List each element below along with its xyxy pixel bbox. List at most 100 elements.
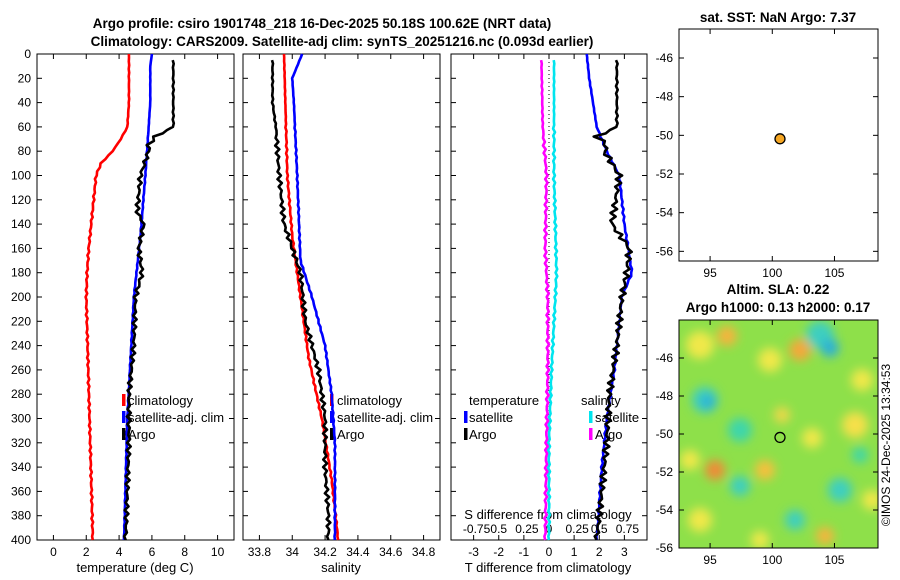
y-tick-label: 240 <box>11 339 31 353</box>
y-tick-label: 360 <box>11 484 31 498</box>
y-tick-label: -48 <box>656 90 674 104</box>
y-tick-label: -46 <box>656 51 674 65</box>
x-tick-label: 2 <box>83 545 90 559</box>
legend-mark-salinity-satellite <box>589 411 593 423</box>
x-tick-label: -1 <box>519 545 530 559</box>
x-tick-label: 34.6 <box>379 545 403 559</box>
y-tick-label: 280 <box>11 387 31 401</box>
y-tick-label: -54 <box>656 206 674 220</box>
x-tick-label: 105 <box>824 553 844 567</box>
x-tick-label: 34.4 <box>346 545 370 559</box>
y-tick-label: -50 <box>656 427 674 441</box>
y-tick-label: 320 <box>11 436 31 450</box>
sla-map: Altim. SLA: 0.22 Argo h1000: 0.13 h2000:… <box>656 282 879 567</box>
y-tick-label: 200 <box>11 290 31 304</box>
title-line1: Argo profile: csiro 1901748_218 16-Dec-2… <box>93 16 552 31</box>
salinity-plot-frame <box>242 53 441 541</box>
s-diff-tick-label: 0.5 <box>490 522 507 536</box>
x-tick-label: 100 <box>762 266 782 280</box>
salinity-xlabel: salinity <box>321 560 361 575</box>
y-tick-label: 40 <box>18 96 32 110</box>
y-tick-label: -54 <box>656 503 674 517</box>
temperature-satellite-line <box>585 53 634 541</box>
s-diff-tick-label: 0.75 <box>616 522 640 536</box>
y-tick-label: 300 <box>11 412 31 426</box>
difference-panel: T difference from climatology S differen… <box>450 53 648 575</box>
y-tick-label: -46 <box>656 351 674 365</box>
legend-climatology: climatology <box>128 393 194 408</box>
x-tick-label: 33.8 <box>248 545 272 559</box>
y-tick-label: -48 <box>656 389 674 403</box>
difference-legend: temperature satellite Argo salinity sate… <box>464 393 639 442</box>
temperature-legend: climatology satellite-adj. clim Argo <box>122 393 224 442</box>
legend-mark-temperature-satellite <box>464 411 468 423</box>
salinity-satellite-line <box>546 59 559 541</box>
y-tick-label: 380 <box>11 509 31 523</box>
x-tick-label: 95 <box>703 266 717 280</box>
sla-heatmap <box>679 320 878 548</box>
x-tick-label: 2 <box>596 545 603 559</box>
sst-map-title: sat. SST: NaN Argo: 7.37 <box>700 10 856 25</box>
x-tick-label: 3 <box>621 545 628 559</box>
legend-satellite-adj-clim: satellite-adj. clim <box>337 410 433 425</box>
y-tick-label: 0 <box>24 47 31 61</box>
climatology-line <box>84 53 131 541</box>
y-tick-label: 60 <box>18 120 32 134</box>
y-tick-label: 400 <box>11 533 31 547</box>
y-tick-label: 160 <box>11 241 31 255</box>
temperature-argo-line <box>592 59 634 541</box>
salinity-argo-line <box>539 59 551 541</box>
legend-climatology: climatology <box>337 393 403 408</box>
y-tick-label: -56 <box>656 541 674 555</box>
sst_map-frame <box>678 28 879 262</box>
s-diff-tick-label: 0.5 <box>591 522 608 536</box>
x-tick-label: 100 <box>762 553 782 567</box>
y-tick-label: 140 <box>11 217 31 231</box>
t-difference-xlabel: T difference from climatology <box>465 560 632 575</box>
legend-satellite-adj-clim: satellite-adj. clim <box>128 410 224 425</box>
imos-watermark: ©IMOS 24-Dec-2025 13:34:53 <box>879 364 893 527</box>
y-tick-label: 20 <box>18 71 32 85</box>
y-tick-label: -50 <box>656 128 674 142</box>
y-tick-label: 180 <box>11 266 31 280</box>
argo-location-marker <box>774 133 786 145</box>
y-tick-label: 340 <box>11 460 31 474</box>
legend-mark-temperature-argo <box>464 428 468 440</box>
x-tick-label: 34.2 <box>313 545 337 559</box>
y-tick-label: 100 <box>11 169 31 183</box>
x-tick-label: 105 <box>824 266 844 280</box>
x-tick-label: -3 <box>468 545 479 559</box>
legend-temperature-title: temperature <box>469 393 539 408</box>
argo-line <box>270 59 332 541</box>
s-diff-tick-label: -0.75 <box>463 522 491 536</box>
x-tick-label: -2 <box>493 545 504 559</box>
s-difference-label: S difference from climatology <box>464 507 632 522</box>
temperature-panel: temperature (deg C) climatology satellit… <box>11 47 235 575</box>
y-tick-label: -56 <box>656 244 674 258</box>
x-tick-label: 0 <box>546 545 553 559</box>
s-diff-tick-label: 0.25 <box>565 522 589 536</box>
legend-salinity-satellite: satellite <box>595 410 639 425</box>
s-diff-tick-label: 0.25 <box>515 522 539 536</box>
y-tick-label: 220 <box>11 314 31 328</box>
y-tick-label: 120 <box>11 193 31 207</box>
legend-temperature-argo: Argo <box>469 427 496 442</box>
x-tick-label: 95 <box>703 553 717 567</box>
satellite-adj-clim-line <box>290 53 337 541</box>
y-tick-label: 260 <box>11 363 31 377</box>
y-tick-label: 80 <box>18 144 32 158</box>
salinity-panel: salinity climatology satellite-adj. clim… <box>242 53 441 575</box>
legend-mark-satellite <box>122 411 126 423</box>
x-tick-label: 0 <box>50 545 57 559</box>
argo-line <box>122 59 176 541</box>
legend-mark-salinity-argo <box>589 428 593 440</box>
x-tick-label: 8 <box>181 545 188 559</box>
x-tick-label: 4 <box>116 545 123 559</box>
legend-mark-argo <box>122 428 126 440</box>
legend-salinity-title: salinity <box>581 393 621 408</box>
temperature-xlabel: temperature (deg C) <box>76 560 193 575</box>
sla-map-title-line2: Argo h1000: 0.13 h2000: 0.17 <box>686 300 871 315</box>
y-tick-label: -52 <box>656 465 674 479</box>
legend-mark-climatology <box>122 394 126 406</box>
